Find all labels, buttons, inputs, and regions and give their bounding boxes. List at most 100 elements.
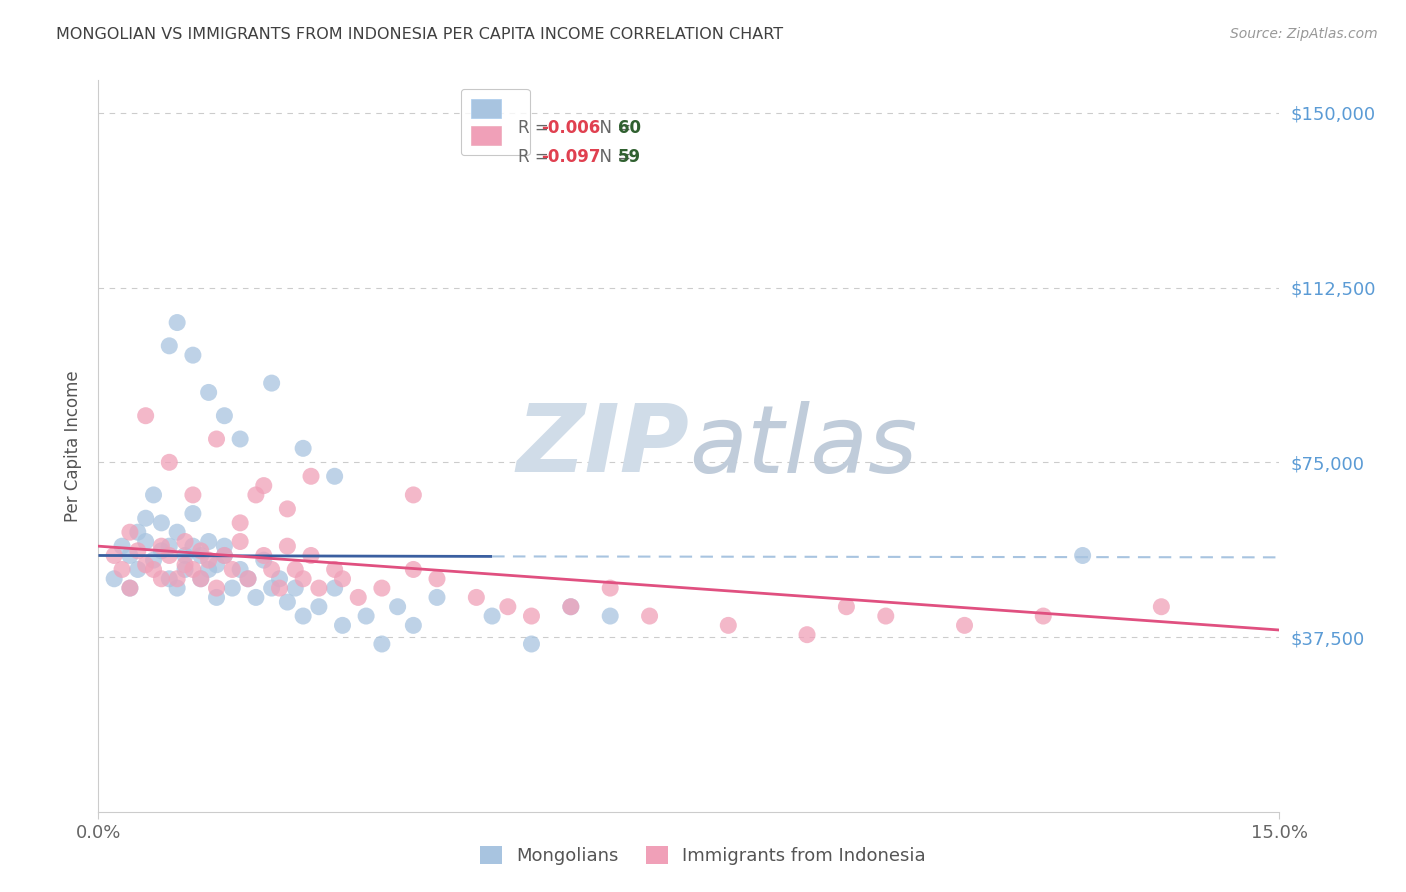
Text: -0.097: -0.097 (541, 148, 600, 166)
Point (214, 539, 236, 553)
Text: MONGOLIAN VS IMMIGRANTS FROM INDONESIA PER CAPITA INCOME CORRELATION CHART: MONGOLIAN VS IMMIGRANTS FROM INDONESIA P… (56, 27, 783, 42)
Point (260, 376, 283, 390)
Point (181, 488, 204, 502)
Point (260, 581, 283, 595)
Point (118, 525, 141, 540)
Point (323, 562, 346, 576)
Point (103, 572, 125, 586)
Point (205, 591, 228, 605)
Point (157, 572, 180, 586)
Text: R =: R = (517, 148, 554, 166)
Point (181, 348, 204, 362)
Point (402, 562, 425, 576)
Point (197, 534, 219, 549)
Point (174, 558, 197, 572)
Point (269, 581, 291, 595)
Point (127, 562, 149, 576)
Point (111, 539, 134, 553)
Point (1150, 599, 1173, 614)
Point (347, 591, 370, 605)
Point (465, 591, 488, 605)
Point (292, 609, 315, 624)
Point (190, 572, 212, 586)
Point (426, 591, 449, 605)
Point (496, 599, 519, 614)
Point (135, 558, 157, 572)
Point (118, 581, 141, 595)
Point (481, 609, 503, 624)
Point (127, 544, 149, 558)
Point (308, 581, 330, 595)
Point (253, 549, 276, 563)
Point (599, 581, 621, 595)
Point (354, 609, 377, 624)
Point (221, 581, 243, 595)
Text: 59: 59 (619, 148, 641, 166)
Point (166, 572, 188, 586)
Point (717, 618, 740, 632)
Point (205, 558, 228, 572)
Point (276, 539, 298, 553)
Point (174, 549, 197, 563)
Point (157, 339, 180, 353)
Point (276, 595, 298, 609)
Text: 60: 60 (619, 119, 641, 136)
Point (142, 553, 165, 567)
Point (205, 432, 228, 446)
Point (142, 488, 165, 502)
Point (181, 562, 204, 576)
Text: Source: ZipAtlas.com: Source: ZipAtlas.com (1230, 27, 1378, 41)
Point (181, 507, 204, 521)
Point (371, 581, 394, 595)
Point (276, 502, 298, 516)
Point (402, 618, 425, 632)
Point (638, 609, 661, 624)
Point (520, 609, 543, 624)
Point (229, 534, 252, 549)
Point (560, 599, 582, 614)
Point (269, 572, 291, 586)
Point (236, 572, 259, 586)
Point (1032, 609, 1054, 624)
Point (229, 516, 252, 530)
Point (157, 549, 180, 563)
Point (135, 534, 157, 549)
Point (150, 516, 173, 530)
Point (150, 539, 173, 553)
Point (190, 572, 212, 586)
Point (245, 591, 267, 605)
Point (157, 455, 180, 469)
Point (197, 385, 219, 400)
Point (127, 525, 149, 540)
Point (197, 562, 219, 576)
Point (520, 637, 543, 651)
Point (190, 544, 212, 558)
Point (197, 553, 219, 567)
Point (560, 599, 582, 614)
Point (253, 553, 276, 567)
Point (835, 599, 858, 614)
Y-axis label: Per Capita Income: Per Capita Income (65, 370, 83, 522)
Point (323, 581, 346, 595)
Point (953, 618, 976, 632)
Legend: Mongolians, Immigrants from Indonesia: Mongolians, Immigrants from Indonesia (471, 837, 935, 874)
Point (299, 469, 322, 483)
Point (214, 549, 236, 563)
Text: N =: N = (589, 148, 636, 166)
Text: R =: R = (517, 119, 554, 136)
Point (166, 525, 188, 540)
Point (166, 316, 188, 330)
Point (181, 539, 204, 553)
Point (796, 628, 818, 642)
Point (599, 609, 621, 624)
Point (253, 478, 276, 492)
Point (308, 599, 330, 614)
Point (426, 572, 449, 586)
Point (174, 562, 197, 576)
Point (111, 562, 134, 576)
Point (229, 432, 252, 446)
Text: ZIP: ZIP (516, 400, 689, 492)
Point (150, 544, 173, 558)
Point (229, 562, 252, 576)
Point (221, 562, 243, 576)
